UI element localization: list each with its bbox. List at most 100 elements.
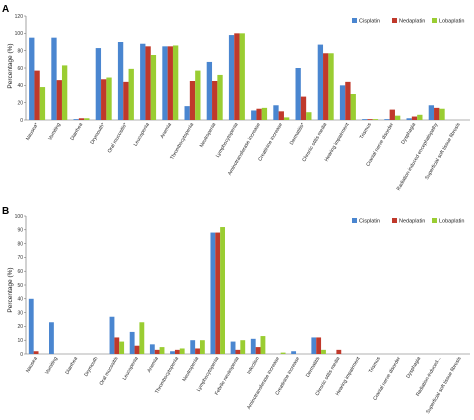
bar-a-lobaplatin-15: [372, 119, 379, 120]
bar-b-nedaplatin-14: [316, 337, 322, 354]
bar-a-lobaplatin-11: [283, 117, 290, 120]
chart-panel-b: 0 10 20 30 40 50 60 70 80 90 100 Nausea Vomiting Diar…: [15, 214, 470, 415]
bar-b-nedaplatin-5: [134, 345, 140, 354]
bar-a-lobaplatin-10: [261, 107, 268, 120]
x-tick-label: Vomiting: [47, 122, 62, 142]
bar-b-nedaplatin-6: [154, 349, 160, 354]
bar-a-lobaplatin-8: [217, 74, 223, 120]
x-tick-label: Hearing impairment: [324, 121, 351, 162]
y-tick-label: 20: [17, 100, 23, 106]
x-tick-label: Nausea*: [25, 122, 40, 142]
y-tick-label: 50: [17, 283, 23, 289]
bar-b-cisplatin-0: [28, 298, 34, 354]
bar-a-lobaplatin-3: [106, 77, 112, 120]
bar-a-lobaplatin-1: [61, 65, 68, 120]
bar-b-lobaplatin-5: [139, 322, 145, 354]
bar-a-nedaplatin-1: [56, 80, 62, 120]
bar-a-cisplatin-6: [162, 46, 168, 121]
bar-a-nedaplatin-3: [101, 79, 107, 120]
bar-a-cisplatin-13: [317, 44, 324, 120]
bar-a-lobaplatin-0: [39, 87, 46, 120]
bar-b-cisplatin-14: [311, 337, 317, 354]
bar-a-lobaplatin-4: [128, 68, 134, 120]
legend-swatch: [432, 218, 437, 223]
bar-a-lobaplatin-17: [417, 114, 423, 120]
bar-a-nedaplatin-15: [367, 119, 373, 120]
bar-a-cisplatin-3: [95, 48, 102, 120]
bar-a-nedaplatin-2: [78, 118, 85, 120]
bar-b-lobaplatin-7: [179, 348, 185, 354]
panel-label-b: B: [2, 206, 9, 217]
bar-b-cisplatin-1: [49, 322, 54, 354]
x-tick-label: Drymouth*: [89, 122, 106, 146]
bar-b-cisplatin-13: [291, 351, 297, 354]
x-tick-label: Oral mucositis*: [107, 122, 129, 154]
bar-b-cisplatin-11: [250, 338, 256, 354]
chart-panel-a: 0 20 40 60 80 100 120 Nausea* Vomiting Diarrhea Dr…: [15, 14, 470, 192]
bar-b-lobaplatin-10: [240, 340, 246, 354]
x-tick-label: Dysphagia: [405, 356, 422, 380]
bar-a-lobaplatin-5: [150, 55, 157, 120]
bar-a-lobaplatin-7: [195, 70, 201, 120]
bar-a-cisplatin-15: [362, 119, 368, 120]
bar-a-nedaplatin-4: [123, 81, 129, 120]
bar-a-nedaplatin-17: [411, 116, 418, 120]
bar-a-cisplatin-4: [117, 42, 124, 120]
bar-a-lobaplatin-9: [239, 33, 245, 121]
bar-a-lobaplatin-6: [172, 45, 179, 120]
x-tick-label: Anemia: [146, 356, 160, 374]
bar-a-nedaplatin-8: [212, 81, 218, 120]
x-tick-label: Leucopenia: [133, 122, 151, 148]
bar-a-lobaplatin-18: [439, 108, 445, 120]
bar-a-lobaplatin-13: [328, 53, 334, 121]
bar-a-lobaplatin-2: [84, 118, 90, 120]
bar-b-lobaplatin-8: [199, 340, 205, 354]
x-tick-label: Vomiting: [44, 356, 59, 376]
bar-b-lobaplatin-6: [159, 347, 165, 354]
bar-a-cisplatin-12: [295, 68, 301, 120]
bar-a-nedaplatin-0: [34, 70, 40, 120]
bar-b-cisplatin-8: [190, 340, 196, 354]
bar-a-cisplatin-5: [140, 43, 146, 120]
bar-b-lobaplatin-4: [119, 341, 125, 354]
bar-b-lobaplatin-11: [260, 336, 266, 354]
y-tick-label: 100: [15, 31, 24, 37]
bar-a-lobaplatin-12: [306, 112, 312, 120]
y-tick-label: 80: [17, 48, 23, 54]
y-tick-label: 0: [20, 352, 23, 358]
bar-b-nedaplatin-11: [255, 347, 261, 354]
bar-a-nedaplatin-6: [167, 46, 173, 121]
legend-entry: Lobaplatin: [439, 219, 464, 225]
legend-entry: Nedaplatin: [399, 219, 425, 225]
bar-a-cisplatin-1: [51, 37, 57, 120]
x-tick-label: Lymphocytopenia: [215, 122, 240, 159]
y-tick-label: 100: [15, 214, 24, 220]
y-axis-label-b: Percentage (%): [7, 267, 14, 312]
bar-a-nedaplatin-14: [345, 81, 351, 120]
bar-a-cisplatin-2: [73, 119, 79, 120]
y-tick-label: 10: [17, 338, 23, 344]
x-tick-label: Anemia: [159, 122, 173, 140]
y-tick-label: 70: [17, 255, 23, 261]
bar-a-lobaplatin-14: [350, 94, 356, 120]
x-tick-label: Superficial soft tissue fibrosis: [425, 356, 463, 415]
legend-swatch: [392, 218, 397, 223]
bar-b-nedaplatin-9: [215, 232, 221, 354]
bar-b-lobaplatin-14: [321, 349, 326, 354]
bar-a-cisplatin-10: [251, 110, 257, 120]
legend-swatch: [392, 18, 397, 23]
bar-a-cisplatin-9: [228, 35, 235, 120]
bar-a-nedaplatin-7: [189, 81, 196, 120]
bar-a-cisplatin-7: [184, 106, 190, 120]
y-tick-label: 40: [17, 83, 23, 89]
legend-swatch: [432, 18, 437, 23]
bar-a-nedaplatin-18: [434, 107, 440, 120]
bar-b-cisplatin-9: [210, 232, 216, 354]
legend-entry: Lobaplatin: [439, 19, 464, 25]
x-tick-label: Dermatitis: [305, 356, 322, 379]
x-tick-label: Creatinine increase: [257, 122, 284, 162]
bar-a-cisplatin-14: [339, 85, 346, 120]
y-tick-label: 90: [17, 228, 23, 234]
bar-a-cisplatin-0: [29, 37, 35, 120]
